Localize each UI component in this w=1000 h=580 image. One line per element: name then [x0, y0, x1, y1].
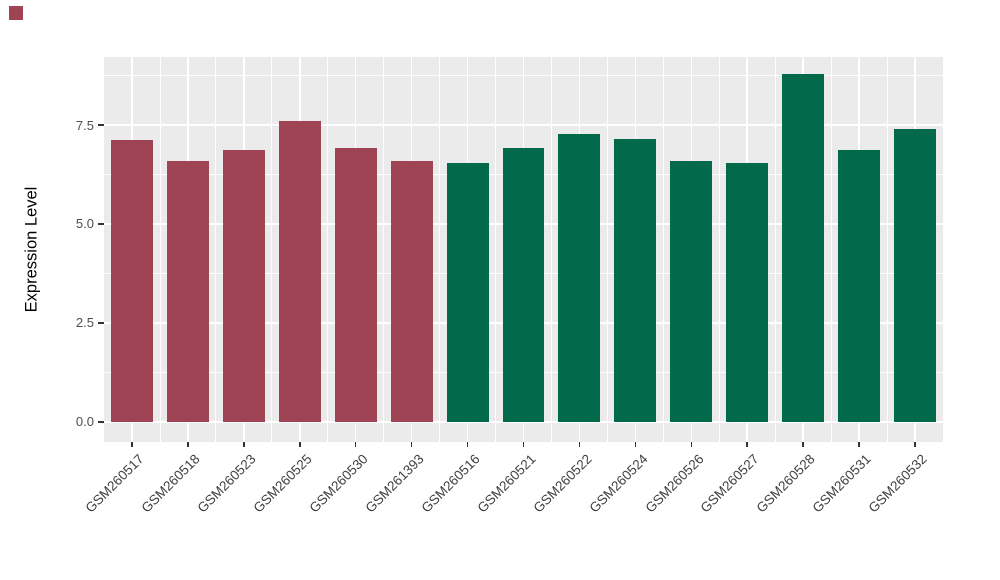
- x-tick-mark: [187, 442, 189, 447]
- x-tick-label: GSM260523: [194, 451, 259, 516]
- y-tick-mark: [98, 322, 104, 324]
- x-tick-label: GSM260524: [586, 451, 651, 516]
- minor-gridline-vertical: [830, 57, 832, 442]
- bar-GSM260522: [558, 133, 601, 422]
- x-tick-label: GSM261393: [362, 451, 427, 516]
- x-tick-mark: [914, 442, 916, 447]
- x-tick-mark: [634, 442, 637, 447]
- minor-gridline-vertical: [439, 57, 440, 442]
- x-tick-label: GSM260517: [82, 451, 147, 516]
- plot-panel: [104, 57, 943, 442]
- minor-gridline-vertical: [886, 57, 888, 442]
- y-tick-label: 2.5: [75, 315, 94, 331]
- bar-GSM260528: [782, 73, 825, 422]
- x-tick-mark: [746, 442, 748, 447]
- x-tick-mark: [522, 442, 525, 447]
- y-axis-title: Expression Level: [22, 186, 41, 313]
- x-tick-mark: [802, 442, 804, 447]
- x-tick-mark: [858, 442, 860, 447]
- y-tick-mark: [98, 223, 104, 225]
- x-tick-label: GSM260526: [641, 451, 707, 516]
- bar-GSM260518: [166, 161, 209, 422]
- y-axis-title-box: Expression Level: [12, 57, 52, 442]
- bar-GSM260517: [110, 139, 153, 422]
- minor-gridline-vertical: [662, 57, 664, 442]
- bar-GSM260521: [502, 147, 545, 422]
- x-tick-label: GSM260530: [306, 451, 371, 516]
- minor-gridline-vertical: [718, 57, 720, 442]
- x-tick-mark: [131, 442, 133, 447]
- x-tick-label: GSM260532: [865, 451, 930, 516]
- y-tick-label: 7.5: [75, 117, 94, 133]
- minor-gridline-vertical: [215, 57, 217, 442]
- x-tick-label: GSM260525: [250, 451, 315, 516]
- x-tick-label: GSM260528: [753, 451, 819, 516]
- y-tick-label: 0.0: [75, 414, 94, 430]
- x-tick-label: GSM260527: [697, 451, 763, 516]
- minor-gridline-vertical: [159, 57, 161, 442]
- bar-GSM260527: [726, 162, 769, 422]
- bar-GSM261393: [390, 160, 433, 422]
- minor-gridline-vertical: [271, 57, 273, 442]
- minor-gridline-vertical: [327, 57, 329, 442]
- x-tick-mark: [410, 442, 413, 447]
- bar-GSM260516: [446, 162, 489, 422]
- x-tick-mark: [354, 442, 357, 447]
- minor-gridline-vertical: [774, 57, 776, 442]
- x-tick-mark: [466, 442, 469, 447]
- minor-gridline-vertical: [383, 57, 385, 442]
- corner-marker: [9, 6, 23, 20]
- x-tick-mark: [690, 442, 693, 447]
- x-tick-label: GSM260522: [530, 451, 595, 516]
- x-tick-label: GSM260516: [418, 451, 483, 516]
- bar-GSM260531: [838, 150, 881, 422]
- x-tick-label: GSM260518: [138, 451, 203, 516]
- bar-GSM260524: [614, 138, 657, 422]
- bar-GSM260526: [670, 161, 713, 422]
- bar-GSM260530: [334, 147, 377, 422]
- y-tick-mark: [98, 421, 104, 423]
- x-tick-mark: [299, 442, 301, 447]
- bar-GSM260525: [278, 120, 321, 422]
- minor-gridline-vertical: [551, 57, 552, 442]
- minor-gridline-vertical: [607, 57, 608, 442]
- x-tick-mark: [578, 442, 581, 447]
- bar-GSM260523: [222, 150, 265, 422]
- y-tick-mark: [98, 124, 104, 126]
- x-tick-label: GSM260521: [474, 451, 539, 516]
- bar-GSM260532: [894, 129, 936, 422]
- minor-gridline-vertical: [495, 57, 496, 442]
- x-tick-mark: [243, 442, 245, 447]
- x-tick-label: GSM260531: [809, 451, 875, 516]
- y-tick-label: 5.0: [75, 216, 94, 232]
